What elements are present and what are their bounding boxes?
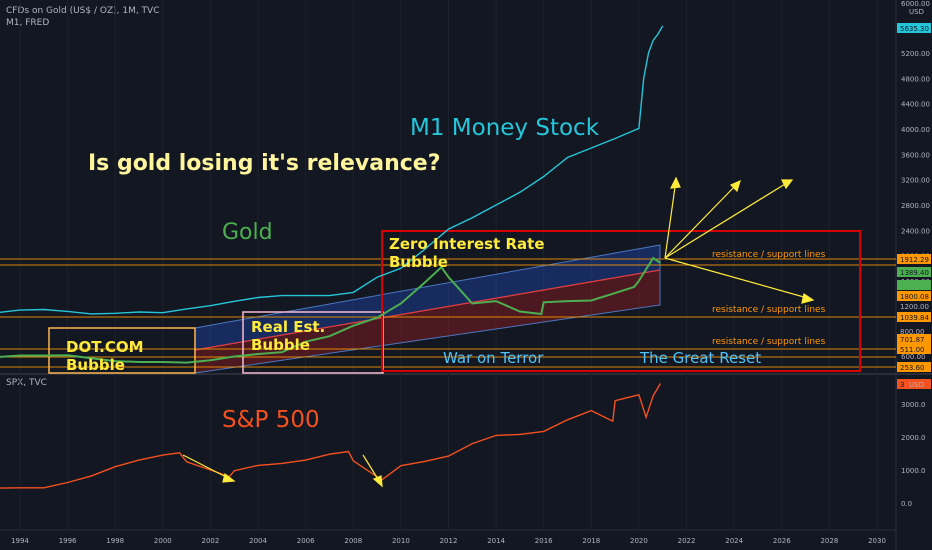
- support-lines: [0, 258, 896, 368]
- projection-arrows: [182, 176, 815, 488]
- m1-label: M1 Money Stock: [410, 115, 600, 141]
- m1-series-line[interactable]: [0, 25, 664, 315]
- time-tick-label: 2018: [582, 537, 600, 545]
- price-tag-label: 1800.08: [900, 293, 929, 301]
- time-tick-label: 2010: [392, 537, 410, 545]
- price-tick-label: 3200.00: [901, 177, 930, 185]
- price-tags: 5635.30 1912.29 1389.40 1800.08 1200.00 1039.…: [897, 23, 931, 372]
- price-tag-label: 1912.29: [900, 256, 929, 264]
- channel-mid-line: [194, 269, 661, 351]
- bottom-tick-label: 1000.0: [901, 467, 926, 475]
- price-tag-bg: [897, 362, 931, 372]
- price-tag-label: 1200.00: [900, 303, 929, 311]
- time-tick-label: 2008: [344, 537, 362, 545]
- bottom-tick-label: 3000.0: [901, 401, 926, 409]
- price-tag-label: 253.60: [900, 364, 925, 372]
- time-tick-label: 2028: [820, 537, 838, 545]
- support-label-3: resistance / support lines: [712, 337, 826, 347]
- m1-symbol-label[interactable]: M1, FRED: [6, 18, 50, 28]
- price-tick-label: 2800.00: [901, 202, 930, 210]
- gold-symbol-label[interactable]: CFDs on Gold (US$ / OZ), 1M, TVC: [6, 6, 160, 16]
- price-tick-label: 4400.00: [901, 101, 930, 109]
- bottom-tick-label: 2000.0: [901, 434, 926, 442]
- price-tag-bg: [897, 312, 931, 322]
- zero-interest-label: Zero Interest Rate Bubble: [389, 235, 545, 271]
- price-tag-bg: [897, 326, 931, 336]
- time-tick-label: 1994: [11, 537, 29, 545]
- top-scale-value: 6000.00: [901, 0, 930, 8]
- support-label-2: resistance / support lines: [712, 305, 826, 315]
- spx-symbol-label[interactable]: SPX, TVC: [6, 378, 47, 388]
- time-tick-label: 1996: [59, 537, 77, 545]
- price-tick-label: 4000.00: [901, 126, 930, 134]
- price-tag-label: 5635.30: [900, 25, 929, 33]
- price-tag-label: 511.00: [900, 346, 925, 354]
- bottom-tick-label: 0.0: [901, 500, 912, 508]
- time-tick-label: 2016: [535, 537, 553, 545]
- price-tag-bg: [897, 334, 931, 344]
- time-tick-label: 2024: [725, 537, 743, 545]
- dotcom-label: DOT.COM Bubble: [66, 338, 144, 374]
- time-tick-label: 2020: [630, 537, 648, 545]
- price-tag-label: 800.00: [900, 328, 925, 336]
- price-tag-bg: [897, 280, 931, 290]
- time-tick-label: 2006: [297, 537, 315, 545]
- price-tag-bg: [897, 301, 931, 311]
- war-on-terror-label: War on Terror: [443, 349, 544, 367]
- price-tick-label: 5200.00: [901, 50, 930, 58]
- time-tick-label: 2004: [249, 537, 267, 545]
- price-tag-bg: [897, 344, 931, 354]
- time-tick-label: 2014: [487, 537, 505, 545]
- spx-series-line[interactable]: [0, 383, 662, 489]
- price-tick-label: 600.00: [901, 353, 926, 361]
- price-tag-label: 701.87: [900, 336, 925, 344]
- gold-series-line[interactable]: [0, 256, 661, 364]
- gold-label: Gold: [222, 220, 273, 245]
- dotcom-box: [48, 327, 196, 374]
- sp500-label: S&P 500: [222, 407, 320, 433]
- time-tick-label: 2026: [773, 537, 791, 545]
- price-tag-label: 1389.40: [900, 269, 929, 277]
- great-reset-label: The Great Reset: [640, 349, 762, 367]
- price-tick-label: 4800.00: [901, 75, 930, 83]
- zero-interest-box: [381, 230, 861, 372]
- time-tick-label: 2002: [202, 537, 220, 545]
- price-tag-label: 1039.84: [900, 314, 929, 322]
- support-label-1: resistance / support lines: [712, 250, 826, 260]
- price-tag-bg: [897, 23, 931, 33]
- time-axis-ticks[interactable]: 1994 1996 1998 2000 2002 2004 2006 2008 2010 2012…: [11, 537, 886, 545]
- price-tag-bg: [897, 254, 931, 264]
- spx-last-tag-bg: [897, 379, 931, 389]
- time-tick-label: 2030: [868, 537, 886, 545]
- time-tick-label: 2000: [154, 537, 172, 545]
- price-tick-label: 3600.00: [901, 151, 930, 159]
- bottom-axis-ticks[interactable]: 3000.0 2000.0 1000.0 0.0 3 USD: [897, 379, 931, 508]
- time-tick-label: 2022: [678, 537, 696, 545]
- currency-bottom: USD: [909, 381, 924, 389]
- spx-last-tag: 3: [900, 381, 904, 389]
- price-tag-bg: [897, 291, 931, 301]
- price-tick-label: 2400.00: [901, 227, 930, 235]
- currency-top: USD: [909, 8, 924, 16]
- title-question: Is gold losing it's relevance?: [88, 151, 441, 176]
- time-tick-label: 1998: [106, 537, 124, 545]
- time-tick-label: 2012: [440, 537, 458, 545]
- realestate-label: Real Est. Bubble: [251, 318, 326, 354]
- price-tag-bg: [897, 267, 931, 277]
